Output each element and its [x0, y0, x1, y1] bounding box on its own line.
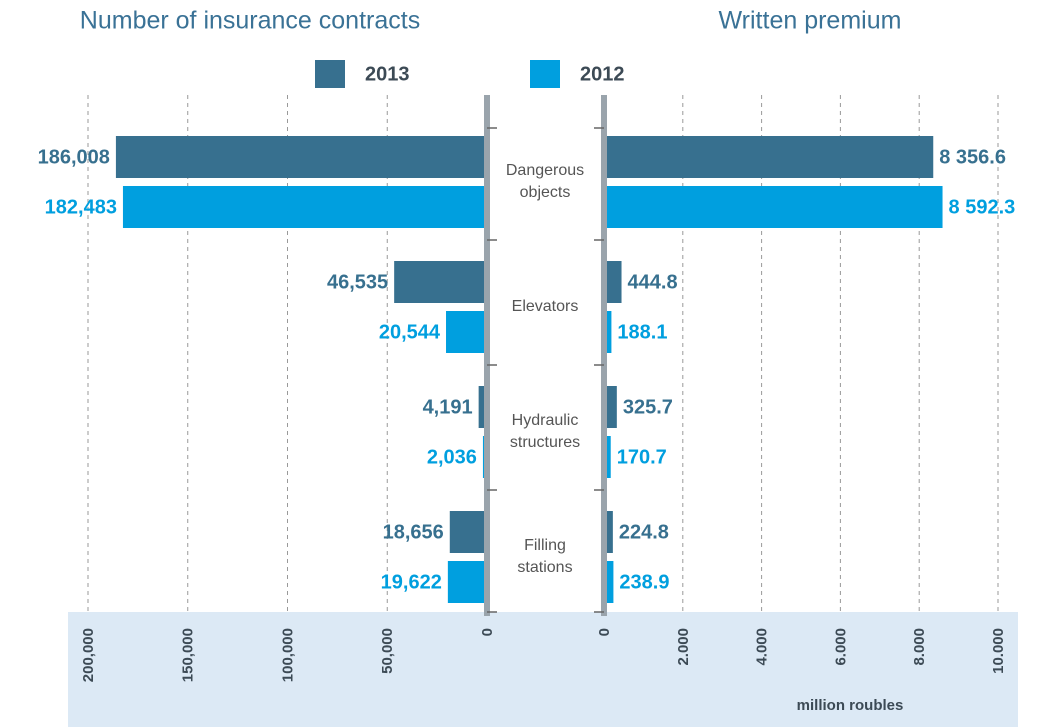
legend-swatch — [315, 60, 345, 88]
bar — [604, 311, 612, 353]
bar — [604, 136, 934, 178]
bars: 186,008 46,535 4,191 18,656 182,483 20,544 2,0… — [38, 136, 1016, 603]
bar — [604, 436, 611, 478]
value-label: 2,036 — [427, 446, 477, 468]
value-label: 238.9 — [619, 571, 669, 593]
legend-swatch — [530, 60, 560, 88]
x-tick-label: 200,000 — [80, 628, 97, 682]
legend-label: 2013 — [365, 63, 410, 85]
tick-band — [68, 612, 1018, 727]
value-label: 4,191 — [423, 396, 473, 418]
x-tick-label: 100,000 — [279, 628, 296, 682]
bar — [604, 261, 622, 303]
value-label: 8 592.3 — [949, 196, 1016, 218]
bar — [449, 511, 487, 553]
grid — [87, 95, 999, 612]
bar — [604, 386, 617, 428]
value-label: 186,008 — [38, 146, 110, 168]
value-label: 8 356.6 — [939, 146, 1006, 168]
x-tick-label: 8.000 — [911, 628, 928, 666]
bar — [446, 311, 487, 353]
bar — [604, 561, 614, 603]
bar — [478, 386, 487, 428]
x-tick-label: 4.000 — [754, 628, 771, 666]
value-label: 444.8 — [628, 271, 678, 293]
x-tick-label: 0 — [596, 628, 613, 636]
value-label: 188.1 — [617, 321, 667, 343]
axis-line — [601, 95, 607, 616]
legend-label: 2012 — [580, 63, 625, 85]
category-label: Hydraulic structures — [510, 412, 580, 451]
value-label: 19,622 — [381, 571, 442, 593]
value-label: 20,544 — [379, 321, 441, 343]
category-label: Dangerous objects — [506, 162, 584, 201]
bar — [447, 561, 487, 603]
bar — [604, 511, 613, 553]
x-axis-label: million roubles — [797, 697, 904, 714]
axes: 0 50,000 100,000 150,000 200,000 0 2.000 4.000 6… — [80, 95, 1007, 714]
bar — [115, 136, 488, 178]
value-label: 18,656 — [383, 521, 444, 543]
x-tick-label: 0 — [479, 628, 496, 636]
value-label: 46,535 — [327, 271, 388, 293]
value-label: 224.8 — [619, 521, 669, 543]
bar — [394, 261, 487, 303]
category-label: Filling stations — [517, 537, 572, 576]
x-tick-label: 150,000 — [180, 628, 197, 682]
x-tick-label: 10.000 — [990, 628, 1007, 674]
bar — [604, 186, 943, 228]
value-label: 170.7 — [617, 446, 667, 468]
bar — [122, 186, 488, 228]
panel-title: Written premium — [719, 7, 902, 35]
axis-line — [484, 95, 490, 616]
x-tick-label: 6.000 — [832, 628, 849, 666]
x-tick-label: 2.000 — [675, 628, 692, 666]
panel-title: Number of insurance contracts — [80, 7, 420, 35]
category-label: Elevators — [512, 298, 579, 315]
value-label: 182,483 — [45, 196, 117, 218]
x-tick-label: 50,000 — [379, 628, 396, 674]
value-label: 325.7 — [623, 396, 673, 418]
